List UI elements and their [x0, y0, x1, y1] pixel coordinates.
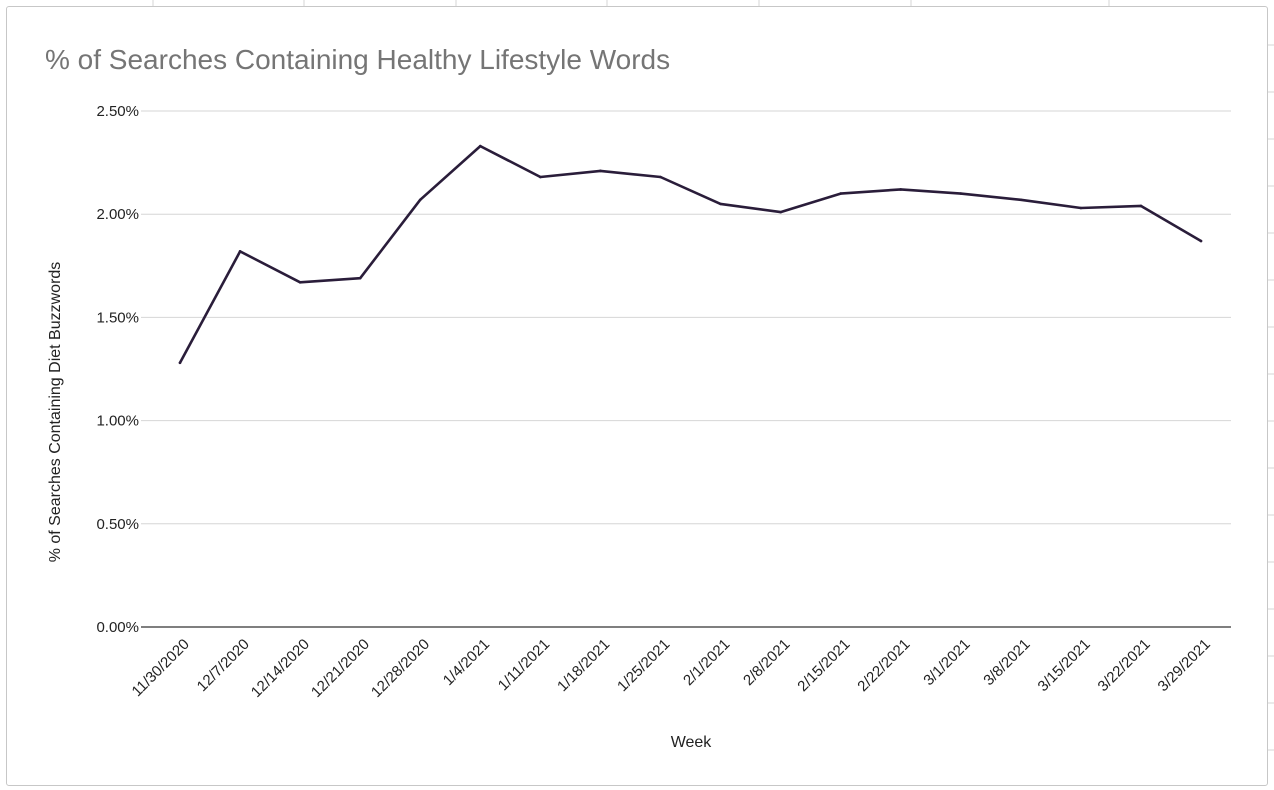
data-point: [539, 175, 542, 179]
y-tick-label: 1.00%: [96, 413, 139, 430]
chart-container[interactable]: % of Searches Containing Healthy Lifesty…: [6, 6, 1268, 786]
x-tick-label: 1/4/2021: [440, 636, 493, 689]
x-axis-label: Week: [671, 734, 713, 751]
data-point: [779, 210, 782, 214]
x-tick-label: 12/14/2020: [248, 636, 313, 701]
x-tick-label: 1/18/2021: [554, 636, 613, 695]
data-point: [418, 198, 422, 202]
y-tick-label: 0.50%: [96, 516, 139, 533]
data-point: [959, 192, 963, 195]
data-point: [719, 202, 722, 206]
x-tick-label: 3/1/2021: [920, 636, 973, 689]
data-point: [1019, 198, 1023, 202]
gridlines: [141, 110, 1231, 628]
x-tick-label: 3/8/2021: [980, 636, 1033, 689]
data-point: [358, 276, 362, 280]
x-tick-label: 11/30/2020: [129, 636, 193, 700]
x-tick-label: 1/11/2021: [495, 636, 553, 694]
data-point: [1079, 206, 1083, 210]
data-point: [178, 361, 182, 365]
x-tick-label: 3/15/2021: [1035, 636, 1094, 695]
x-tick-label: 2/15/2021: [794, 636, 853, 695]
x-tick-label: 1/25/2021: [614, 636, 673, 695]
series-lines: [178, 144, 1203, 365]
data-point: [298, 281, 302, 284]
y-tick-label: 2.50%: [96, 103, 139, 120]
x-tick-label: 2/8/2021: [740, 636, 793, 689]
data-point: [1199, 239, 1203, 243]
y-axis-label: % of Searches Containing Diet Buzzwords: [47, 262, 64, 563]
chart-title: % of Searches Containing Healthy Lifesty…: [45, 44, 670, 75]
data-point: [478, 144, 482, 148]
x-tick-label: 3/22/2021: [1095, 636, 1154, 695]
y-tick-label: 1.50%: [96, 309, 139, 326]
data-point: [659, 175, 662, 179]
x-tick-label: 2/22/2021: [854, 636, 913, 695]
y-axis-ticks: 0.00% 0.50% 1.00% 1.50% 2.00% 2.50%: [96, 103, 139, 636]
x-tick-label: 12/7/2020: [194, 636, 253, 695]
data-point: [238, 250, 242, 253]
x-tick-label: 3/29/2021: [1155, 636, 1214, 695]
x-tick-label: 2/1/2021: [680, 636, 733, 689]
data-point: [839, 192, 842, 195]
data-point: [599, 169, 602, 173]
y-tick-label: 2.00%: [96, 206, 139, 223]
x-tick-label: 12/28/2020: [368, 636, 433, 701]
data-point: [899, 188, 903, 191]
y-tick-label: 0.00%: [96, 619, 139, 636]
series-line: [178, 144, 1203, 365]
x-axis-ticks: 11/30/2020 12/7/202012/14/202012/21/20201…: [129, 636, 1214, 701]
data-point: [1139, 204, 1143, 208]
x-tick-label: 12/21/2020: [308, 636, 373, 701]
line-chart: % of Searches Containing Healthy Lifesty…: [45, 44, 1231, 751]
